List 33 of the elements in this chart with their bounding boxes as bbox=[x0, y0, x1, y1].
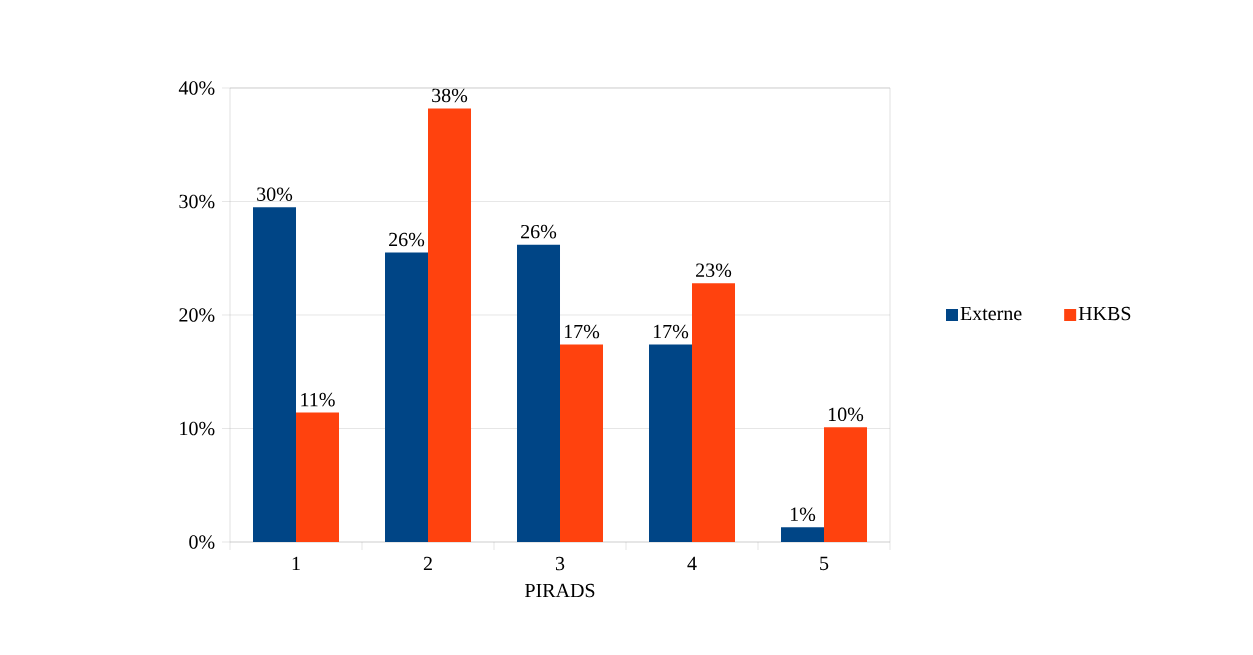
data-label: 17% bbox=[564, 324, 600, 339]
data-label: 38% bbox=[432, 88, 468, 103]
bar bbox=[385, 252, 428, 542]
x-tick-label: 5 bbox=[820, 556, 829, 571]
x-tick-label: 1 bbox=[292, 556, 300, 571]
x-axis-title: PIRADS bbox=[525, 583, 595, 598]
y-tick-label: 0% bbox=[189, 535, 215, 549]
y-tick-label: 10% bbox=[180, 421, 215, 436]
legend-label: Externe bbox=[960, 306, 1022, 321]
data-label: 11% bbox=[301, 392, 335, 407]
data-label: 26% bbox=[521, 224, 557, 239]
y-tick-label: 20% bbox=[179, 308, 215, 322]
bar bbox=[253, 207, 296, 542]
bar bbox=[824, 427, 867, 542]
bar bbox=[692, 283, 735, 542]
data-label: 30% bbox=[257, 187, 293, 201]
bar bbox=[517, 244, 560, 542]
y-tick-label: 40% bbox=[178, 81, 215, 95]
bar bbox=[649, 344, 692, 542]
legend-label: HKBS bbox=[1078, 306, 1131, 321]
data-label: 1% bbox=[790, 507, 816, 522]
bar bbox=[296, 412, 339, 542]
data-label: 26% bbox=[389, 232, 425, 247]
data-label: 10% bbox=[828, 407, 864, 422]
bar bbox=[428, 108, 471, 542]
data-label: 17% bbox=[653, 324, 689, 339]
bar bbox=[560, 344, 603, 542]
data-label: 23% bbox=[696, 263, 732, 278]
bar bbox=[781, 527, 824, 542]
y-tick-label: 30% bbox=[179, 194, 215, 209]
x-tick-label: 3 bbox=[555, 556, 565, 571]
x-tick-label: 4 bbox=[687, 556, 697, 571]
x-tick-label: 2 bbox=[423, 556, 432, 571]
